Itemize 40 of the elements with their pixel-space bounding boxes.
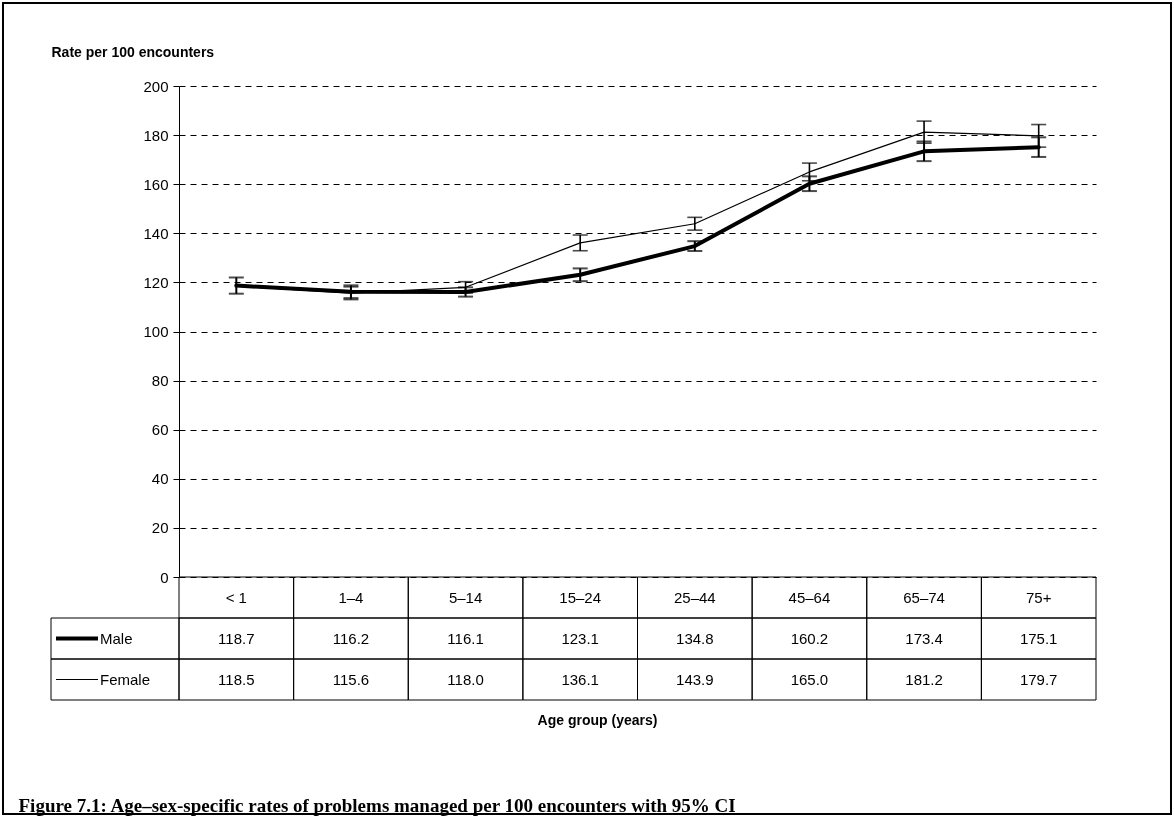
data-label: 134.8 [676,629,714,647]
x-tick-label: 25–44 [673,588,716,606]
data-label: 116.1 [447,629,484,647]
y-tick-label: 200 [143,77,169,95]
text: Figure 7.1: Age–sex-specific rates of problems managed per 100 encounters with 95% CI [18,795,736,816]
y-tick-label: 80 [151,372,169,390]
x-tick-label: < 1 [225,588,247,606]
y-tick-label: 160 [143,175,169,193]
legend-label: Male [100,629,133,647]
data-label: 118.0 [447,670,484,688]
data-label: 143.9 [676,670,714,688]
data-label: 173.4 [905,629,943,647]
text: Age group (years) [537,712,658,728]
data-label: 175.1 [1019,629,1058,647]
y-tick-label: 60 [151,421,169,439]
x-tick-label: 75+ [1025,588,1052,606]
data-label: 116.2 [332,629,370,647]
data-label: 118.7 [218,629,255,647]
data-label: 136.1 [561,670,599,688]
y-tick-label: 140 [143,224,169,242]
y-tick-label: 40 [151,470,169,488]
data-label: 181.2 [905,670,943,688]
y-tick-label: 120 [143,273,169,291]
x-tick-label: 45–64 [788,588,831,606]
data-label: 115.6 [332,670,370,688]
x-tick-label: 5–14 [448,588,483,606]
y-tick-label: 20 [151,519,169,537]
data-label: 118.5 [218,670,255,688]
legend-label: Female [100,670,151,688]
y-axis-title: Rate per 100 encounters [51,43,215,60]
data-label: 123.1 [561,629,599,647]
x-tick-label: 1–4 [338,588,364,606]
x-tick-label: 65–74 [903,588,945,606]
data-label: 179.7 [1019,670,1058,688]
y-tick-label: 100 [143,323,169,340]
y-tick-label: 0 [160,568,169,586]
data-label: 165.0 [790,670,829,688]
x-tick-label: 15–24 [559,588,602,606]
y-tick-label: 180 [143,126,169,144]
data-label: 160.2 [790,629,829,647]
